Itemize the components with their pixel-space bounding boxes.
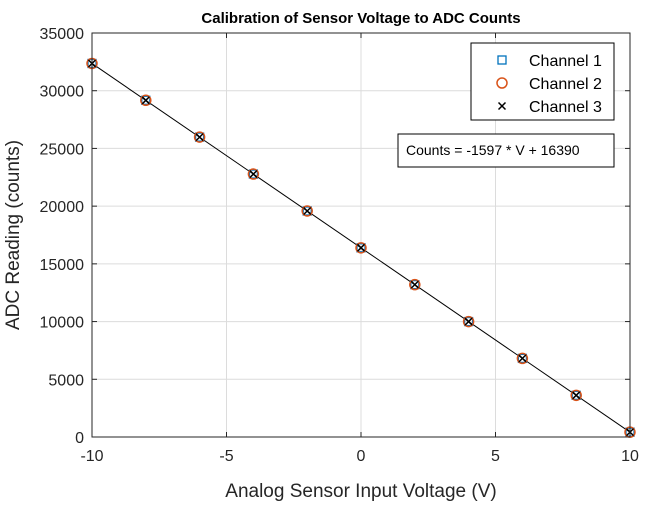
legend-label-2: Channel 2 [529,76,602,93]
y-tick-label: 30000 [40,84,85,101]
x-axis-label: Analog Sensor Input Voltage (V) [225,481,496,502]
series-3-point [518,354,527,363]
series-1-point [463,316,474,327]
y-axis-label: ADC Reading (counts) [3,140,24,330]
series-1-point [517,353,528,364]
series-2-point [140,94,152,107]
series-1-point [248,169,259,179]
series-1-point [194,132,205,142]
x-tick-label: -10 [80,448,103,465]
series-3-point [303,206,312,216]
legend-box [470,42,615,121]
series-2-point [247,168,260,180]
series-1-point [571,390,581,400]
series-3-point [249,170,258,179]
y-tick-label: 15000 [40,257,85,274]
series-1-point [302,206,312,216]
legend-marker-2 [496,77,508,89]
series-3-point [572,391,581,400]
legend-marker-1 [497,55,507,65]
y-tick-label: 5000 [48,372,84,389]
x-tick-label: 0 [357,448,366,465]
series-1-point [410,279,420,290]
y-tick-label: 10000 [40,315,85,332]
series-2-point [570,389,582,402]
annotation-text: Counts = -1597 * V + 16390 [406,142,580,158]
y-tick-label: 0 [75,430,84,447]
series-3-point [195,133,204,142]
y-tick-label: 35000 [40,26,85,43]
equation-annotation: Counts = -1597 * V + 16390 [397,133,615,168]
chart-title: Calibration of Sensor Voltage to ADC Cou… [201,10,520,27]
series-2-point [409,278,421,291]
series-1-point [356,243,366,253]
series-2-point [355,242,367,254]
x-tick-label: 5 [491,448,500,465]
series-3-point [356,243,366,252]
series-3-point [410,280,419,289]
legend-label-3: Channel 3 [529,99,602,116]
y-tick-label: 25000 [40,141,85,158]
x-tick-label: 10 [621,448,639,465]
legend: Channel 1 Channel 2 Channel 3 [470,42,615,121]
ticks: -10 -5 0 5 10 0 5000 10000 15000 20000 25000 30000 3… [40,26,640,465]
series-2-point [462,315,475,328]
legend-marker-3 [497,101,507,111]
series-2-point [516,352,529,365]
legend-label-1: Channel 1 [529,53,602,70]
series-3-point [141,96,150,105]
series-2-point [193,131,206,143]
series-2-point [301,205,313,217]
y-tick-label: 20000 [40,199,85,216]
annotation-box [397,133,615,168]
series-1-point [141,95,151,105]
series-3-point [464,317,473,326]
x-tick-label: -5 [219,448,233,465]
